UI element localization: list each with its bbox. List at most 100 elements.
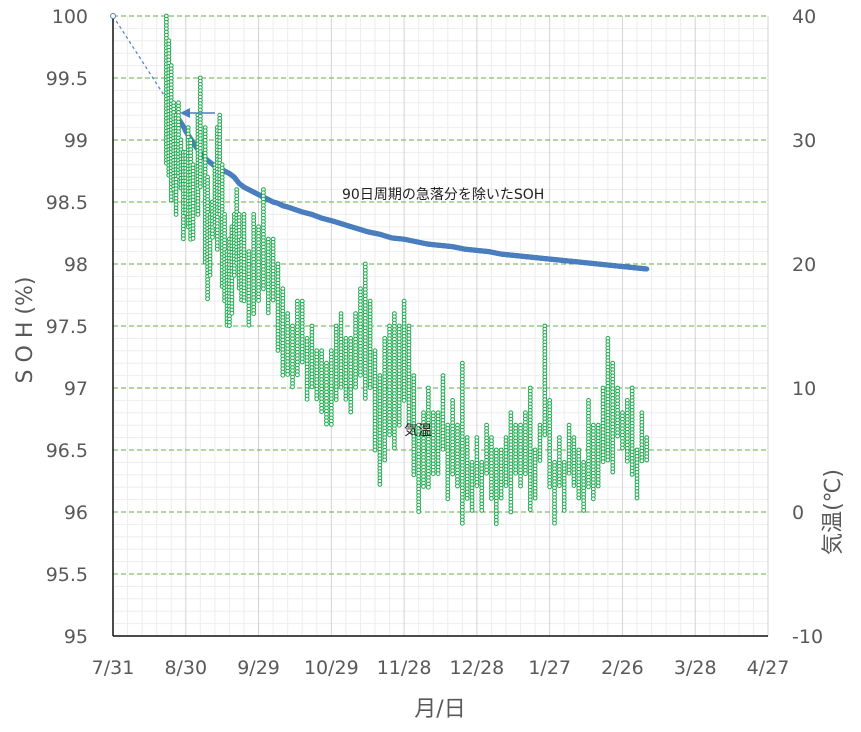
temperature-point (440, 446, 446, 452)
temperature-point (210, 234, 215, 240)
temperature-point (362, 396, 368, 401)
temperature-point (421, 484, 426, 489)
temperature-point (261, 286, 266, 292)
temperature-point (450, 471, 456, 477)
series-temperature (163, 13, 650, 526)
y2-tick-label: 20 (792, 254, 816, 276)
temperature-point (168, 197, 174, 203)
temperature-point (425, 484, 431, 490)
temperature-point (270, 297, 276, 303)
temperature-point (537, 458, 543, 463)
temperature-point (547, 484, 553, 490)
x-tick-label: 7/31 (92, 657, 135, 679)
y2-axis-title: 気温(℃) (821, 469, 846, 555)
temperature-point (586, 484, 591, 490)
temperature-point (309, 384, 315, 390)
y2-tick-label: 10 (792, 378, 816, 400)
temperature-point (508, 509, 514, 515)
temperature-point (590, 496, 596, 502)
temperature-point (396, 422, 402, 428)
temperature-point (294, 372, 300, 378)
x-tick-label: 11/28 (377, 657, 432, 679)
temperature-point (605, 457, 611, 463)
temperature-point (343, 396, 349, 402)
temperature-point (314, 396, 320, 402)
y2-tick-label: 30 (792, 130, 816, 152)
temperature-point (280, 372, 286, 378)
y-tick-label: 97 (64, 378, 88, 400)
temperature-point (227, 323, 232, 329)
temperature-point (241, 298, 247, 304)
temperature-point (416, 509, 422, 515)
y-tick-label: 100 (52, 6, 88, 28)
temperature-point (527, 507, 533, 513)
y-tick-label: 98 (64, 254, 88, 276)
temperature-point (552, 520, 557, 526)
temperature-point (372, 447, 378, 453)
temperature-point (489, 496, 494, 501)
temperature-point (392, 445, 397, 451)
temperature-point (629, 472, 635, 477)
x-tick-label: 10/29 (304, 657, 359, 679)
major-grid (112, 15, 769, 637)
temperature-point (430, 471, 436, 477)
temperature-point (493, 521, 499, 526)
soh-point (110, 13, 116, 19)
temperature-point (634, 495, 640, 501)
temperature-point (251, 311, 257, 317)
soh-point (644, 266, 650, 272)
temperature-point (324, 421, 329, 427)
temperature-point (367, 385, 373, 391)
y-axis-title: S O H (%) (13, 277, 38, 384)
temperature-point (338, 384, 344, 390)
temperature-point (195, 212, 201, 217)
temperature-point (382, 457, 388, 463)
temperature-point (348, 409, 354, 415)
temperature-point (358, 372, 363, 378)
temperature-point (576, 495, 582, 501)
annotation-temperature: 気温 (404, 423, 432, 439)
temperature-point (455, 483, 460, 489)
temperature-point (353, 384, 358, 390)
temperature-point (319, 409, 325, 415)
temperature-point (197, 184, 203, 190)
x-tick-label: 9/29 (237, 657, 280, 679)
annotation-arrow-head (180, 108, 190, 118)
temperature-point (275, 348, 281, 353)
temperature-point (377, 482, 383, 487)
temperature-point (304, 396, 310, 402)
y2-tick-label: 40 (792, 6, 816, 28)
x-tick-label: 8/30 (164, 657, 207, 679)
temperature-point (401, 398, 407, 403)
axes (112, 16, 768, 637)
x-tick-label: 12/28 (450, 657, 505, 679)
y2-tick-label: -10 (792, 626, 823, 648)
y-tick-label: 97.5 (46, 316, 88, 338)
temperature-point (610, 469, 616, 475)
temperature-point (435, 471, 441, 477)
x-axis-title: 月/日 (414, 697, 465, 722)
temperature-point (518, 483, 523, 489)
y-tick-label: 99 (64, 130, 88, 152)
temperature-point (484, 470, 489, 476)
temperature-point (190, 236, 196, 241)
temperature-point (581, 508, 587, 513)
temperature-point (411, 472, 417, 478)
annotation-soh: 90日周期の急落分を除いたSOH (342, 187, 544, 203)
y-tick-label: 96 (64, 502, 88, 524)
temperature-point (459, 520, 465, 526)
tick-labels: 7/31 8/30 9/29 10/29 11/28 12/28 1/27 2/26 3/28 4… (46, 6, 823, 679)
x-tick-label: 2/26 (601, 657, 644, 679)
y-tick-label: 95.5 (46, 564, 88, 586)
temperature-point (561, 508, 567, 513)
temperature-point (445, 496, 451, 502)
temperature-point (290, 384, 295, 390)
temperature-point (246, 322, 252, 328)
temperature-point (285, 372, 291, 377)
temperature-point (479, 508, 485, 513)
temperature-point (173, 212, 179, 217)
temperature-point (523, 471, 528, 477)
temperature-point (333, 397, 339, 403)
temperature-point (556, 483, 562, 489)
temperature-point (229, 310, 235, 316)
